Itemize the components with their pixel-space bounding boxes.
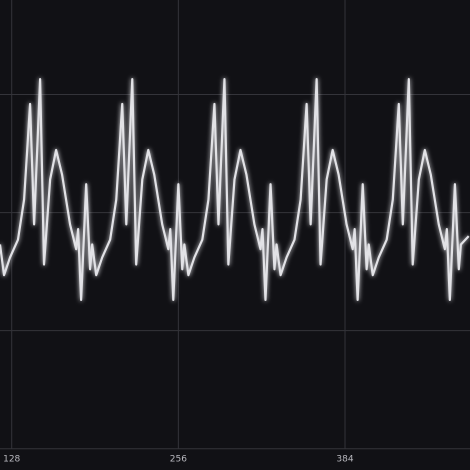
x-tick-label: 384: [336, 455, 353, 465]
x-tick-label: 128: [3, 455, 20, 465]
x-tick-label: 256: [170, 455, 187, 465]
data-line: [0, 78, 470, 302]
